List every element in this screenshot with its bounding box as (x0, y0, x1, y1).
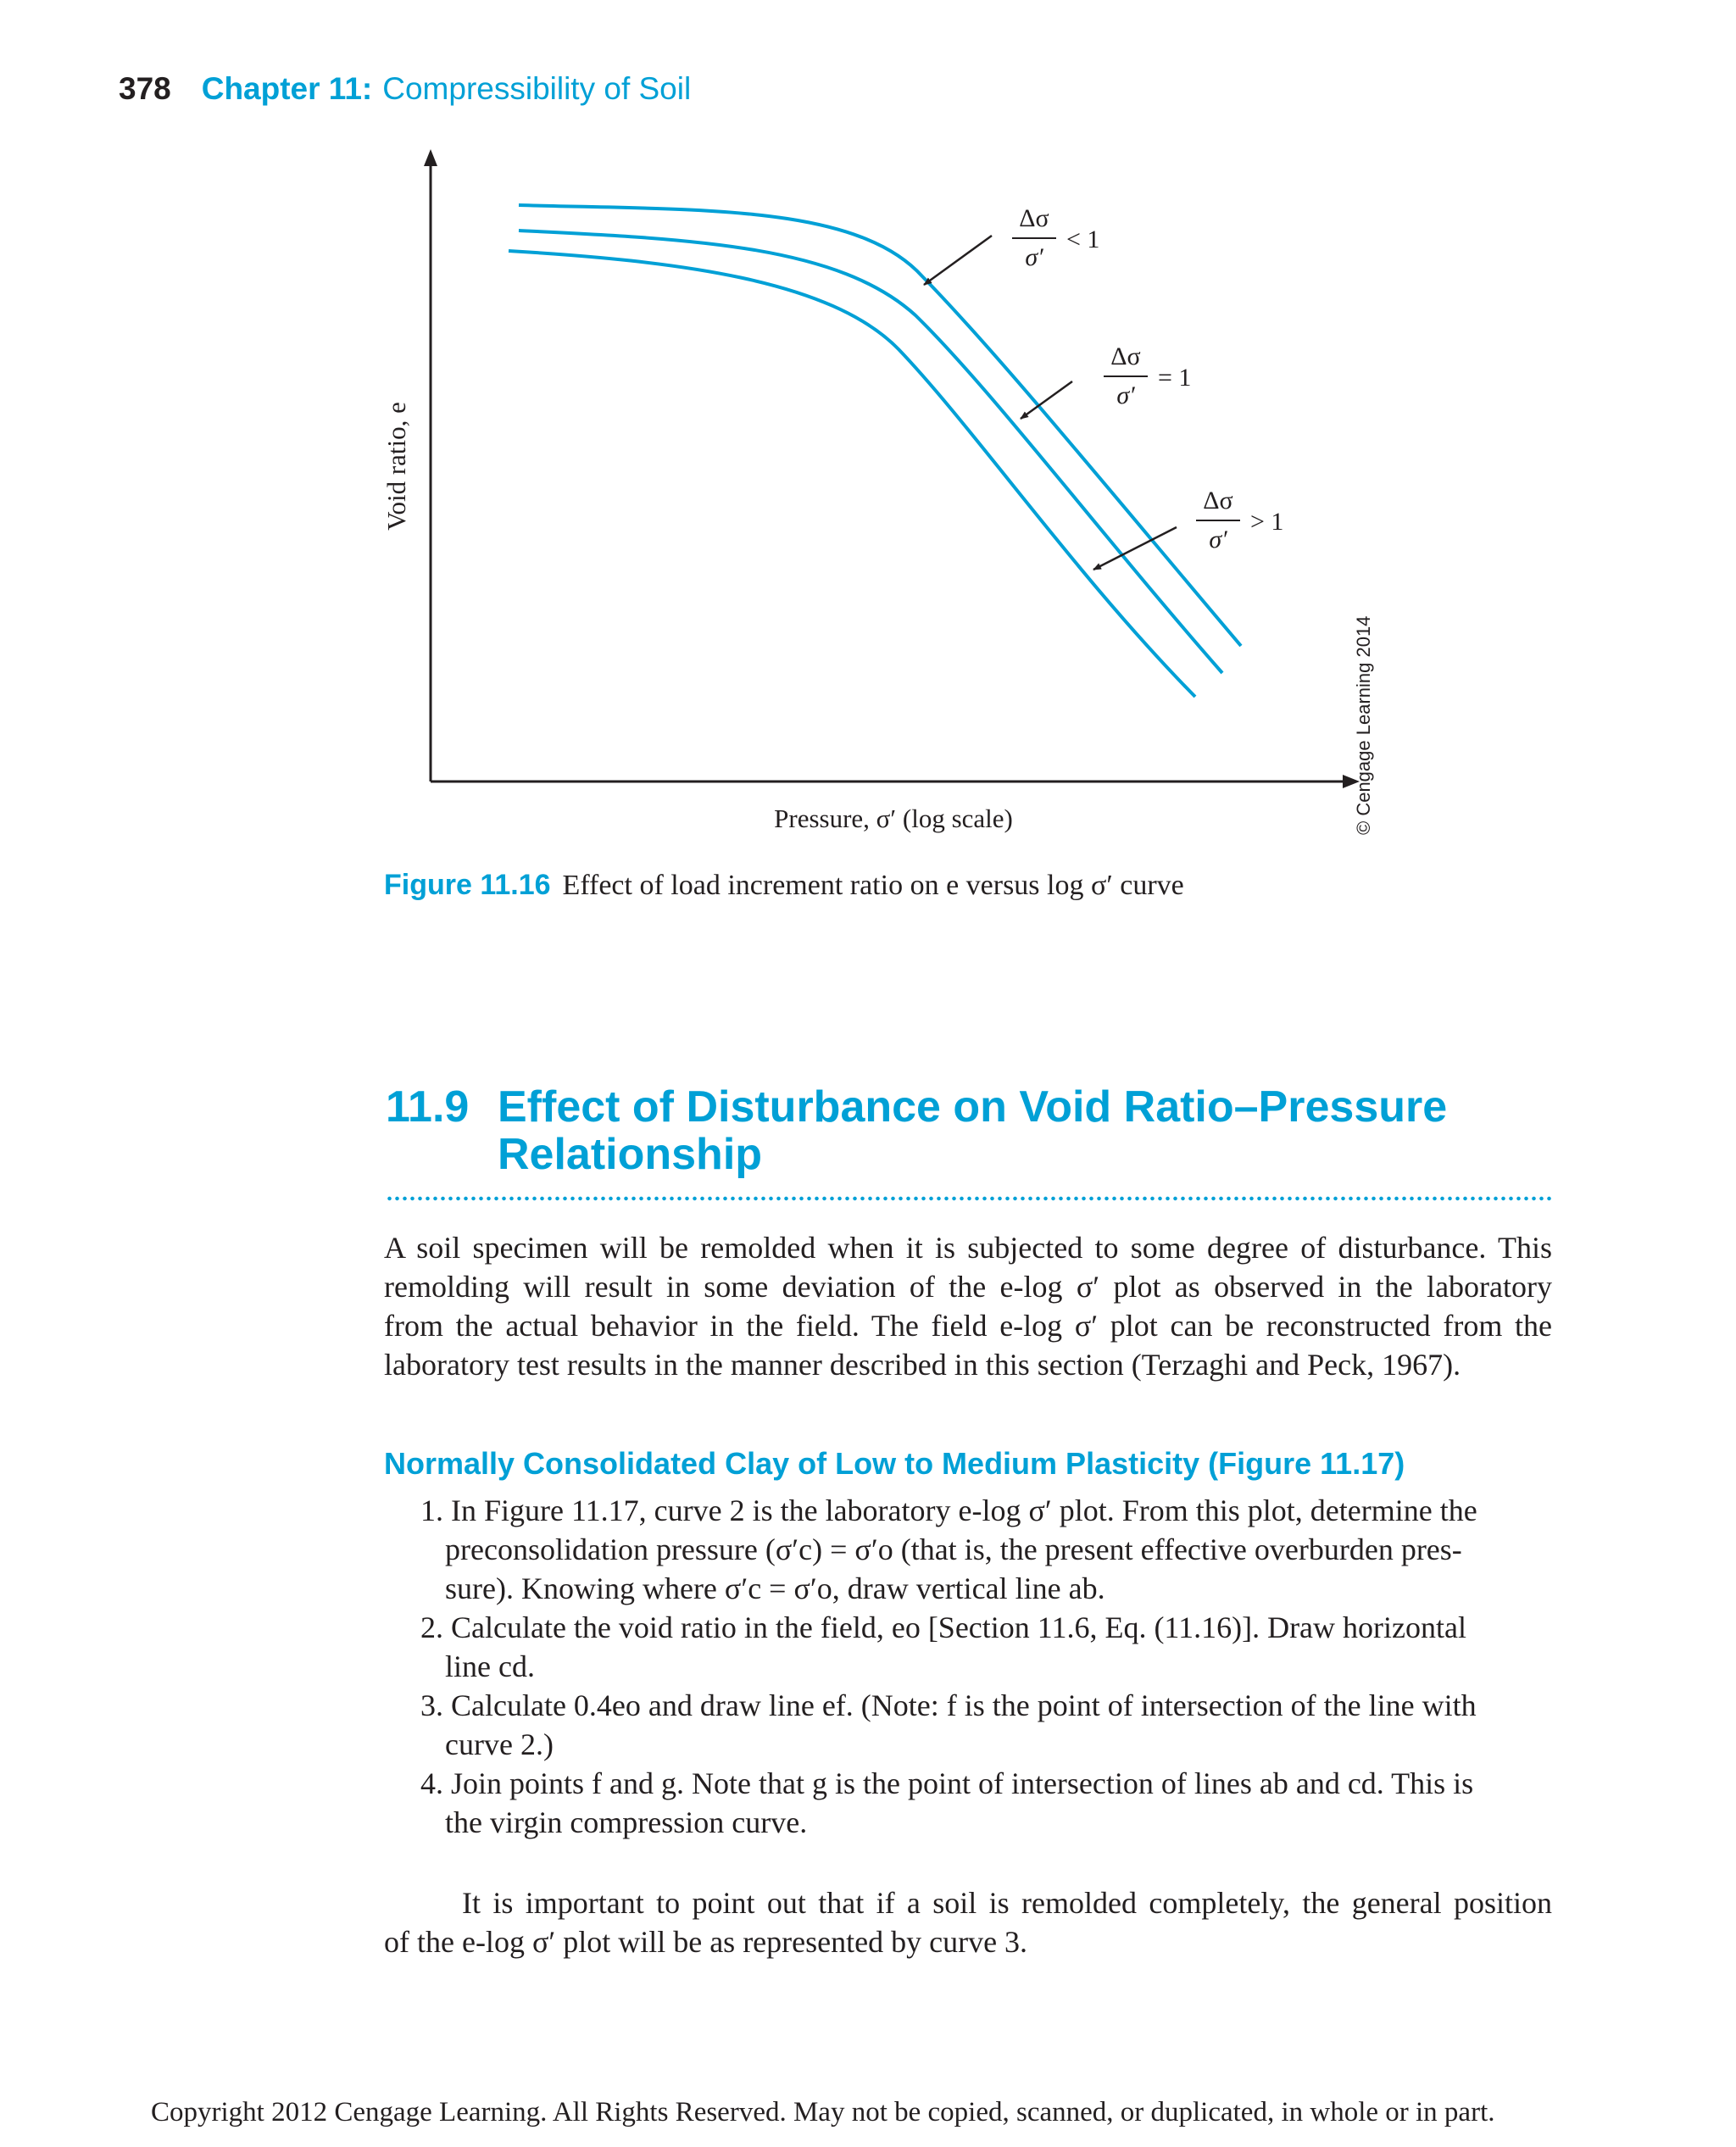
label-3-denominator: σ′ (1209, 526, 1227, 553)
curve-ratio-less-than-1 (518, 203, 1243, 648)
curve-label-ratio-gt-1: Δσ σ′ > 1 (1196, 487, 1283, 553)
leader-arrow-3 (1093, 526, 1177, 571)
figure-caption: Figure 11.16 Effect of load increment rat… (384, 869, 1184, 902)
paragraph-line: A soil specimen will be remolded when it… (384, 1231, 1552, 1265)
list-number: 4. (420, 1766, 443, 1800)
list-number: 2. (420, 1610, 443, 1644)
paragraph-line: from the actual behavior in the field. T… (384, 1309, 1552, 1343)
subheading: Normally Consolidated Clay of Low to Med… (384, 1446, 1405, 1481)
list-line: Join points f and g. Note that g is the … (451, 1766, 1474, 1800)
label-1-denominator: σ′ (1025, 243, 1043, 271)
list-line: the virgin compression curve. (445, 1805, 808, 1839)
x-axis-label: Pressure, σ′ (log scale) (774, 804, 1013, 833)
label-3-relation: > 1 (1250, 508, 1283, 536)
curve-label-ratio-lt-1: Δσ σ′ < 1 (1012, 204, 1099, 271)
section-title-line2: Relationship (498, 1130, 763, 1179)
label-2-relation: = 1 (1158, 364, 1191, 392)
section-number: 11.9 (386, 1082, 470, 1132)
label-2-denominator: σ′ (1116, 381, 1135, 409)
label-3-numerator: Δσ (1203, 487, 1232, 515)
paragraph-line: remolding will result in some deviation … (384, 1270, 1552, 1304)
curve-ratio-greater-than-1 (508, 249, 1197, 698)
list-item: 3. Calculate 0.4eo and draw line ef. (No… (384, 1686, 1552, 1764)
figure-caption-text: Effect of load increment ratio on e vers… (562, 870, 1184, 901)
figure-11-16: Δσ σ′ < 1 Δσ σ′ = 1 Δσ σ′ > 1 Void ratio… (381, 149, 1360, 833)
list-item: 1. In Figure 11.17, curve 2 is the labor… (384, 1491, 1552, 1608)
figure-caption-label: Figure 11.16 (384, 869, 551, 901)
list-line: Calculate the void ratio in the field, e… (451, 1610, 1466, 1644)
paragraph-line: laboratory test results in the manner de… (384, 1348, 1461, 1382)
curve-ratio-equal-1 (518, 229, 1224, 675)
list-line: In Figure 11.17, curve 2 is the laborato… (451, 1493, 1477, 1527)
figure-copyright: © Cengage Learning 2014 (1353, 615, 1374, 835)
section-heading: 11.9 Effect of Disturbance on Void Ratio–… (386, 1083, 1447, 1178)
section-title-line1: Effect of Disturbance on Void Ratio–Pres… (498, 1082, 1448, 1132)
procedure-list: 1. In Figure 11.17, curve 2 is the labor… (384, 1491, 1552, 1842)
label-1-relation: < 1 (1066, 225, 1099, 253)
label-2-numerator: Δσ (1110, 342, 1140, 370)
paragraph-intro: A soil specimen will be remolded when it… (384, 1228, 1552, 1384)
list-number: 1. (420, 1493, 443, 1527)
list-line: preconsolidation pressure (σ′c) = σ′o (t… (445, 1532, 1462, 1566)
leader-arrow-1 (923, 234, 993, 286)
copyright-footer: Copyright 2012 Cengage Learning. All Rig… (151, 2097, 1495, 2128)
list-item: 4. Join points f and g. Note that g is t… (384, 1764, 1552, 1842)
chapter-label: Chapter 11: (201, 71, 373, 106)
curve-label-ratio-eq-1: Δσ σ′ = 1 (1104, 342, 1191, 409)
chapter-title: Compressibility of Soil (382, 71, 692, 106)
list-line: line cd. (445, 1649, 535, 1683)
x-axis-arrowhead (1343, 775, 1360, 788)
list-line: sure). Knowing where σ′c = σ′o, draw ver… (445, 1571, 1105, 1605)
paragraph-line: of the e-log σ′ plot will be as represen… (384, 1925, 1028, 1959)
list-line: curve 2.) (445, 1727, 554, 1761)
list-item: 2. Calculate the void ratio in the field… (384, 1608, 1552, 1686)
label-1-numerator: Δσ (1019, 204, 1049, 232)
leader-arrow-2 (1020, 380, 1073, 420)
page-number: 378 (119, 71, 171, 106)
y-axis-arrowhead (424, 149, 437, 166)
list-number: 3. (420, 1688, 443, 1722)
section-dotted-rule (386, 1196, 1551, 1201)
paragraph-remolded: It is important to point out that if a s… (384, 1883, 1552, 1961)
list-line: Calculate 0.4eo and draw line ef. (Note:… (451, 1688, 1477, 1722)
paragraph-line: It is important to point out that if a s… (462, 1886, 1552, 1920)
y-axis-label: Void ratio, e (381, 402, 411, 531)
running-header: 378 Chapter 11: Compressibility of Soil (119, 71, 691, 107)
